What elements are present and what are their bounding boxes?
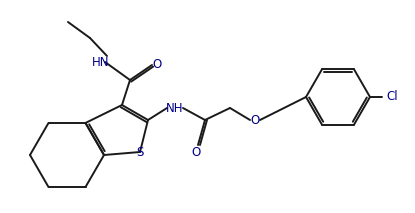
Text: NH: NH <box>166 102 184 115</box>
Text: Cl: Cl <box>386 91 398 104</box>
Text: O: O <box>152 59 161 72</box>
Text: O: O <box>250 114 260 127</box>
Text: O: O <box>191 145 200 158</box>
Text: S: S <box>136 145 144 158</box>
Text: HN: HN <box>92 56 110 69</box>
